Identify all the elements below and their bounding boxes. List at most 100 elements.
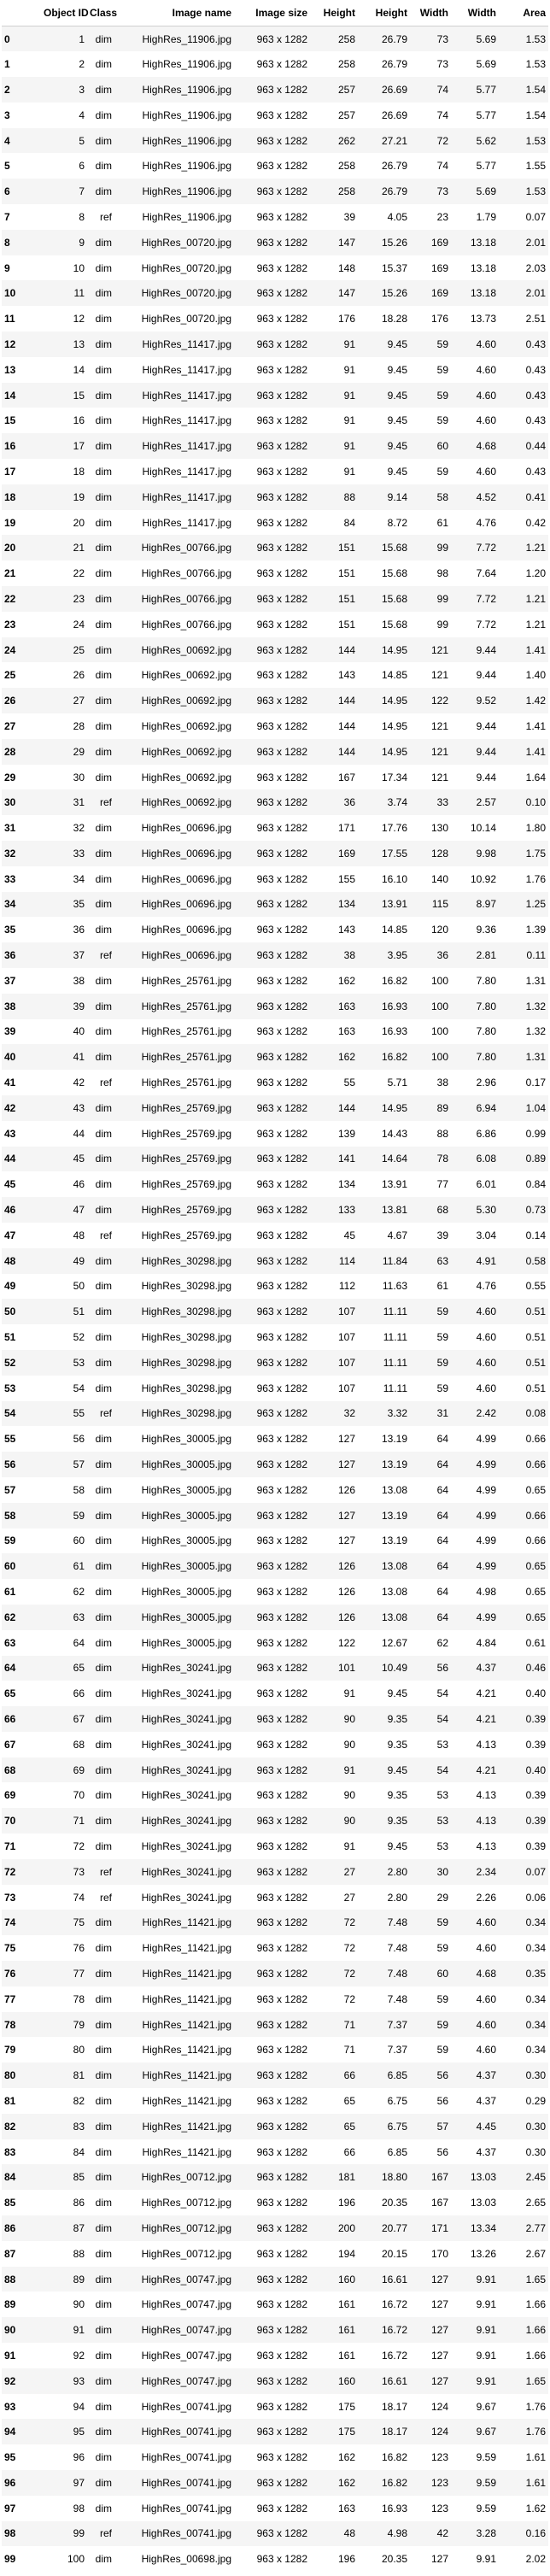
class-cell: dim: [95, 2426, 112, 2438]
width-cell: 4.21: [476, 1687, 496, 1700]
height-px-cell: 148: [337, 261, 355, 274]
row-index: 24: [4, 643, 16, 656]
table-row: 84 85 dim HighRes_00712.jpg 963 x 1282 181 18.…: [2, 2164, 548, 2191]
image-name-cell: HighRes_30241.jpg: [141, 1662, 231, 1675]
height-cell: 13.19: [381, 1433, 407, 1446]
width-cell: 13.18: [470, 287, 496, 300]
width-cell: 4.84: [476, 1636, 496, 1649]
height-cell: 14.95: [381, 643, 407, 656]
height-cell: 16.72: [381, 2298, 407, 2311]
width-cell: 13.03: [470, 2197, 496, 2209]
row-index: 50: [4, 1306, 16, 1318]
class-cell: ref: [99, 1891, 112, 1904]
table-row: 19 20 dim HighRes_11417.jpg 963 x 1282 84 8.72…: [2, 510, 548, 536]
image-name-cell: HighRes_00692.jpg: [141, 771, 231, 783]
height-cell: 9.45: [387, 1763, 407, 1776]
row-index: 74: [4, 1916, 16, 1929]
width-cell: 4.60: [476, 1356, 496, 1369]
width-cell: 4.60: [476, 2044, 496, 2057]
class-cell: dim: [95, 236, 112, 249]
height-px-cell: 258: [337, 185, 355, 198]
area-cell: 0.66: [525, 1534, 546, 1547]
image-size-cell: 963 x 1282: [256, 2324, 307, 2337]
class-cell: ref: [99, 1407, 112, 1420]
row-index: 64: [4, 1662, 16, 1675]
class-cell: dim: [95, 924, 112, 936]
row-index: 81: [4, 2094, 16, 2107]
class-cell: dim: [95, 1280, 112, 1293]
image-name-cell: HighRes_11421.jpg: [142, 1942, 231, 1955]
class-cell: dim: [95, 490, 112, 503]
table-row: 91 92 dim HighRes_00747.jpg 963 x 1282 161 16.…: [2, 2343, 548, 2368]
object-id-cell: 15: [73, 389, 85, 402]
width-px-cell: 167: [430, 2171, 448, 2184]
image-name-cell: HighRes_00698.jpg: [141, 2553, 231, 2566]
table-row: 32 33 dim HighRes_00696.jpg 963 x 1282 169 17.…: [2, 841, 548, 866]
image-name-cell: HighRes_30005.jpg: [141, 1534, 231, 1547]
table-row: 95 96 dim HighRes_00741.jpg 963 x 1282 162 16.…: [2, 2444, 548, 2470]
width-cell: 9.44: [476, 771, 496, 783]
object-id-cell: 76: [73, 1942, 85, 1955]
image-name-cell: HighRes_11417.jpg: [142, 389, 231, 402]
width-cell: 9.52: [476, 695, 496, 707]
image-name-cell: HighRes_11417.jpg: [142, 440, 231, 453]
height-cell: 10.49: [381, 1662, 407, 1675]
width-px-cell: 124: [430, 2426, 448, 2438]
row-index: 38: [4, 1000, 16, 1012]
width-px-cell: 59: [436, 2018, 448, 2031]
height-px-cell: 196: [337, 2553, 355, 2566]
image-name-cell: HighRes_30241.jpg: [141, 1712, 231, 1725]
table-row: 10 11 dim HighRes_00720.jpg 963 x 1282 147 15.…: [2, 280, 548, 307]
image-name-cell: HighRes_30241.jpg: [141, 1840, 231, 1852]
height-px-cell: 127: [337, 1433, 355, 1446]
class-cell: ref: [99, 1077, 112, 1089]
height-cell: 16.82: [381, 1051, 407, 1064]
object-id-cell: 3: [79, 83, 85, 96]
area-cell: 1.66: [525, 2349, 546, 2362]
object-id-cell: 35: [73, 898, 85, 911]
height-px-cell: 139: [337, 1127, 355, 1140]
area-cell: 1.53: [525, 32, 546, 45]
width-cell: 9.44: [476, 643, 496, 656]
area-cell: 0.44: [525, 440, 546, 453]
height-cell: 9.35: [387, 1738, 407, 1751]
image-name-cell: HighRes_11421.jpg: [142, 2094, 231, 2107]
row-index: 29: [4, 771, 16, 783]
image-size-cell: 963 x 1282: [256, 1153, 307, 1165]
height-cell: 13.91: [381, 898, 407, 911]
image-size-cell: 963 x 1282: [256, 592, 307, 605]
image-name-cell: HighRes_30298.jpg: [141, 1254, 231, 1267]
width-cell: 4.60: [476, 414, 496, 427]
table-row: 79 80 dim HighRes_11421.jpg 963 x 1282 71 7.37…: [2, 2037, 548, 2063]
height-px-cell: 66: [343, 2145, 355, 2158]
class-cell: dim: [95, 898, 112, 911]
width-px-cell: 127: [430, 2374, 448, 2387]
height-px-cell: 126: [337, 1611, 355, 1623]
width-px-cell: 62: [436, 1636, 448, 1649]
class-cell: dim: [95, 2298, 112, 2311]
height-cell: 9.45: [387, 465, 407, 478]
height-cell: 18.28: [381, 313, 407, 326]
object-id-cell: 17: [73, 440, 85, 453]
height-px-cell: 27: [343, 1865, 355, 1878]
height-px-cell: 144: [337, 695, 355, 707]
table-row: 57 58 dim HighRes_30005.jpg 963 x 1282 126 13.…: [2, 1477, 548, 1503]
width-px-cell: 68: [436, 1204, 448, 1217]
height-px-cell: 143: [337, 669, 355, 682]
height-cell: 15.26: [381, 236, 407, 249]
object-id-cell: 5: [79, 134, 85, 147]
image-name-cell: HighRes_30241.jpg: [141, 1815, 231, 1828]
row-index: 51: [4, 1331, 16, 1344]
image-name-cell: HighRes_11906.jpg: [142, 210, 231, 223]
image-size-cell: 963 x 1282: [256, 1458, 307, 1471]
area-header: Area: [499, 0, 548, 26]
object-id-cell: 37: [73, 949, 85, 962]
width-px-cell: 58: [436, 490, 448, 503]
width-cell: 6.01: [476, 1178, 496, 1191]
row-index: 33: [4, 872, 16, 885]
height-cell: 6.75: [387, 2120, 407, 2133]
table-row: 4 5 dim HighRes_11906.jpg 963 x 1282 262 27.21…: [2, 127, 548, 154]
height-px-cell: 162: [337, 2476, 355, 2489]
object-id-cell: 22: [73, 567, 85, 580]
object-id-cell: 95: [73, 2426, 85, 2438]
